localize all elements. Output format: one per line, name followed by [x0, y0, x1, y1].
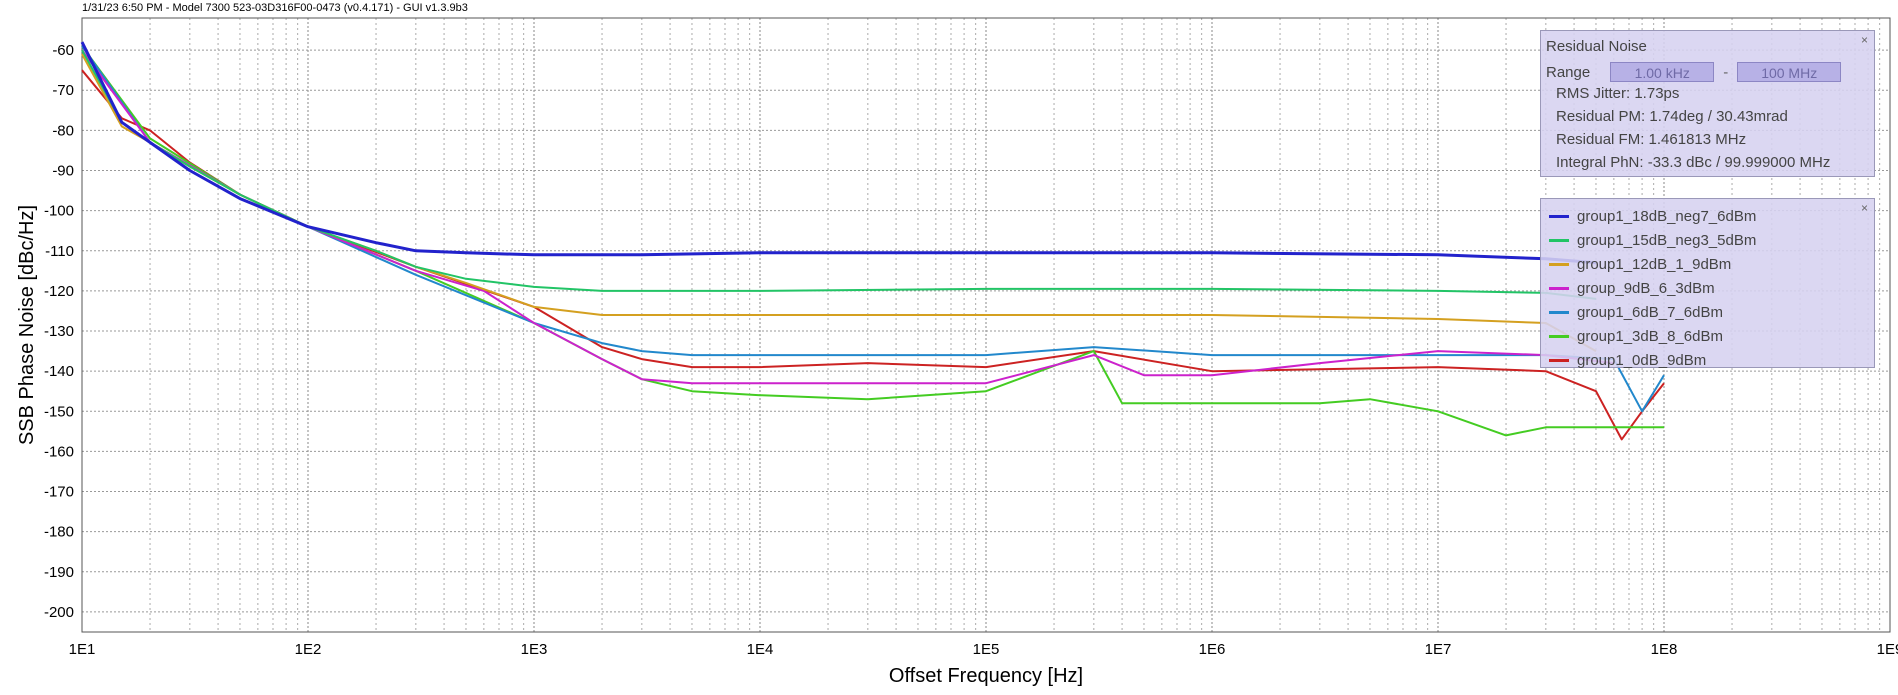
y-tick-label: -80	[52, 122, 74, 139]
y-tick-label: -150	[44, 403, 74, 420]
legend-label: group1_15dB_neg3_5dBm	[1577, 231, 1757, 249]
y-tick-label: -70	[52, 82, 74, 99]
y-tick-label: -180	[44, 524, 74, 541]
close-icon[interactable]: ×	[1860, 33, 1868, 47]
series-line	[80, 41, 1597, 265]
tick-labels: 1E1 1E2 1E3 1E4 1E5 1E6 1E7 1E8 1E9 -60 -70 -80 -90 -…	[44, 42, 1898, 658]
y-tick-label: -60	[52, 42, 74, 59]
y-tick-label: -130	[44, 323, 74, 340]
range-start-input[interactable]: 1.00 kHz	[1610, 62, 1715, 82]
legend-label: group1_3dB_8_6dBm	[1577, 327, 1723, 345]
chart-grid	[81, 18, 1890, 632]
legend-item[interactable]: group1_12dB_1_9dBm	[1549, 254, 1731, 274]
y-tick-label: -170	[44, 484, 74, 501]
x-tick-label: 1E3	[521, 641, 548, 658]
range-end-input[interactable]: 100 MHz	[1737, 62, 1842, 82]
range-separator: -	[1723, 63, 1729, 81]
legend-item[interactable]: group1_15dB_neg3_5dBm	[1549, 230, 1756, 250]
series-layer	[80, 41, 1665, 441]
x-tick-label: 1E8	[1651, 641, 1678, 658]
legend-swatch	[1549, 214, 1569, 218]
range-label: Range	[1546, 63, 1591, 81]
range-row: Range 1.00 kHz - 100 MHz	[1546, 61, 1842, 83]
close-icon[interactable]: ×	[1860, 201, 1868, 215]
legend-panel: × group1_18dB_neg7_6dBm group1_15dB_neg3…	[1540, 198, 1875, 370]
y-tick-label: -120	[44, 283, 74, 300]
window-title: 1/31/23 6:50 PM - Model 7300 523-03D316F…	[82, 2, 468, 14]
legend-label: group_9dB_6_3dBm	[1577, 279, 1715, 297]
series-line	[81, 49, 1615, 385]
plot-area-border	[81, 17, 1891, 633]
legend-label: group1_0dB_9dBm	[1577, 351, 1707, 369]
legend-swatch	[1549, 262, 1569, 266]
legend-label: group1_6dB_7_6dBm	[1577, 303, 1723, 321]
y-axis-label: SSB Phase Noise [dBc/Hz]	[16, 205, 38, 445]
x-tick-label: 1E6	[1199, 641, 1226, 658]
series-line	[81, 49, 1597, 300]
legend-swatch	[1549, 286, 1569, 290]
x-tick-label: 1E2	[295, 641, 322, 658]
y-tick-label: -140	[44, 363, 74, 380]
legend-swatch	[1549, 238, 1569, 242]
legend-label: group1_18dB_neg7_6dBm	[1577, 207, 1757, 225]
x-tick-label: 1E5	[973, 641, 1000, 658]
x-tick-label: 1E4	[747, 641, 774, 658]
residual-fm: Residual FM: 1.461813 MHz	[1556, 131, 1747, 148]
x-tick-label: 1E9	[1877, 641, 1898, 658]
legend-item[interactable]: group1_0dB_9dBm	[1549, 350, 1706, 370]
rms-jitter: RMS Jitter: 1.73ps	[1556, 85, 1680, 102]
x-tick-label: 1E7	[1425, 641, 1452, 658]
legend-swatch	[1549, 310, 1569, 314]
y-tick-label: -200	[44, 604, 74, 621]
series-line	[81, 53, 1597, 352]
legend-item[interactable]: group1_3dB_8_6dBm	[1549, 326, 1723, 346]
legend-label: group1_12dB_1_9dBm	[1577, 255, 1732, 273]
residual-pm: Residual PM: 1.74deg / 30.43mrad	[1556, 108, 1788, 125]
legend-swatch	[1549, 358, 1569, 362]
legend-item[interactable]: group_9dB_6_3dBm	[1549, 278, 1715, 298]
x-axis-label: Offset Frequency [Hz]	[889, 665, 1083, 687]
legend-swatch	[1549, 334, 1569, 338]
residual-noise-panel: × Residual Noise Range 1.00 kHz - 100 MH…	[1540, 30, 1875, 177]
y-tick-label: -100	[44, 203, 74, 220]
y-tick-label: -160	[44, 443, 74, 460]
y-tick-label: -110	[45, 243, 74, 260]
x-tick-label: 1E1	[69, 641, 96, 658]
residual-noise-title: Residual Noise	[1546, 38, 1647, 55]
y-tick-label: -190	[44, 564, 74, 581]
integral-phn: Integral PhN: -33.3 dBc / 99.999000 MHz	[1556, 154, 1831, 171]
legend-item[interactable]: group1_18dB_neg7_6dBm	[1549, 206, 1756, 226]
y-tick-label: -90	[52, 162, 74, 179]
legend-item[interactable]: group1_6dB_7_6dBm	[1549, 302, 1723, 322]
series-line	[81, 45, 1664, 437]
